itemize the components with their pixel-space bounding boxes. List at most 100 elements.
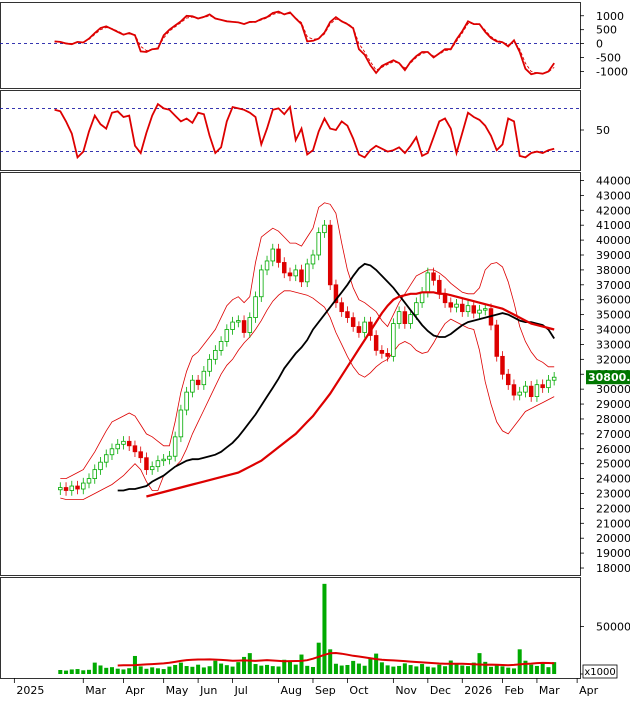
candle-body [264, 260, 270, 271]
date-label: 2026 [464, 684, 492, 697]
volume-bar [488, 666, 493, 674]
last-price-label: 30800.00 [588, 371, 630, 384]
volume-bar [161, 669, 166, 674]
volume-unit-box: x1000 [582, 664, 618, 679]
candle-body [218, 341, 224, 351]
candle-body [126, 440, 132, 447]
date-label: Dec [430, 684, 451, 697]
candle-body [391, 323, 396, 357]
volume-bar [213, 660, 218, 674]
price-tick-label: 32000 [596, 353, 630, 366]
candle-body [551, 376, 557, 381]
price-tick-label: 25000 [596, 458, 630, 471]
candle-body [465, 305, 471, 313]
volume-bar [425, 666, 430, 674]
osc1-tick-label: -1000 [596, 65, 628, 78]
candle-body [75, 485, 80, 490]
volume-bar [443, 666, 448, 674]
last-price-tag-box [586, 370, 630, 385]
ma-long-line [146, 291, 555, 498]
volume-bar [420, 664, 425, 674]
osc1-tick-label: 0 [596, 38, 603, 51]
volume-bar [150, 667, 155, 674]
price-tick-label: 44000 [596, 174, 630, 187]
volume-bar [305, 665, 310, 674]
volume-bar [540, 663, 545, 674]
volume-bar [190, 666, 195, 674]
candle-body [546, 379, 551, 389]
candle-body [310, 254, 316, 265]
osc1-main-line [54, 10, 555, 76]
osc2-tick-label: 50 [596, 124, 610, 137]
candle-body [477, 309, 482, 314]
volume-panel: 500000 [58, 583, 630, 681]
osc2-main-line [54, 102, 555, 160]
volume-bar [69, 669, 74, 674]
volume-bar [534, 665, 539, 674]
volume-bar [494, 665, 499, 674]
price-tick-label: 39000 [596, 249, 630, 262]
candle-body [259, 269, 264, 298]
volume-bar [184, 666, 189, 674]
volume-bar [506, 667, 511, 674]
candle-body [327, 224, 333, 286]
volume-bar [92, 662, 97, 674]
date-label: Apr [579, 684, 599, 697]
volume-bar [207, 666, 212, 674]
volume-bar [265, 664, 270, 674]
volume-bar [201, 667, 206, 674]
date-label: Jun [199, 684, 217, 697]
candle-body [69, 485, 75, 491]
volume-bar [529, 664, 534, 674]
candle-body [396, 311, 402, 324]
candle-body [270, 248, 276, 262]
osc2-frame [0, 90, 581, 171]
volume-bar [397, 665, 402, 674]
volume-bar [196, 664, 201, 674]
volume-bar [500, 666, 505, 674]
price-tick-label: 20000 [596, 532, 630, 545]
candle-body [483, 308, 488, 311]
price-tick-label: 43000 [596, 189, 630, 202]
volume-bar [511, 668, 516, 674]
candle-body [523, 385, 528, 393]
oscillator-2-panel: 50 [0, 102, 610, 160]
volume-bar [75, 669, 80, 674]
date-label: Sep [315, 684, 336, 697]
volume-bar [339, 665, 344, 674]
osc1-tick-label: -500 [596, 52, 621, 65]
volume-bar [523, 660, 528, 674]
price-tick-label: 30000 [596, 383, 630, 396]
candle-body [316, 232, 321, 256]
volume-bar [408, 665, 413, 674]
price-tick-label: 29000 [596, 398, 630, 411]
date-label: Mar [85, 684, 106, 697]
candle-body [379, 349, 385, 354]
candle-body [345, 311, 350, 319]
volume-bar [219, 663, 224, 674]
volume-bar [144, 668, 149, 674]
volume-bar [328, 649, 333, 674]
date-label: Feb [504, 684, 523, 697]
volume-bar [552, 662, 557, 674]
volume-bar [293, 664, 298, 674]
volume-bar [115, 668, 120, 674]
volume-bar [374, 653, 379, 674]
ma-mid-line [117, 262, 555, 492]
volume-tick-label: 50000 [596, 621, 630, 634]
candle-body [494, 324, 499, 357]
volume-bar [138, 666, 143, 674]
candle-body [236, 320, 241, 323]
candle-body [161, 458, 166, 462]
candle-body [207, 358, 212, 372]
candle-body [98, 461, 103, 471]
date-label: Mar [539, 684, 560, 697]
volume-bar [87, 669, 92, 674]
volume-bar [517, 649, 522, 674]
candle-body [224, 329, 230, 342]
volume-bar [546, 667, 551, 674]
candle-body [241, 320, 247, 333]
candle-body [414, 302, 419, 316]
candle-body [362, 321, 367, 333]
